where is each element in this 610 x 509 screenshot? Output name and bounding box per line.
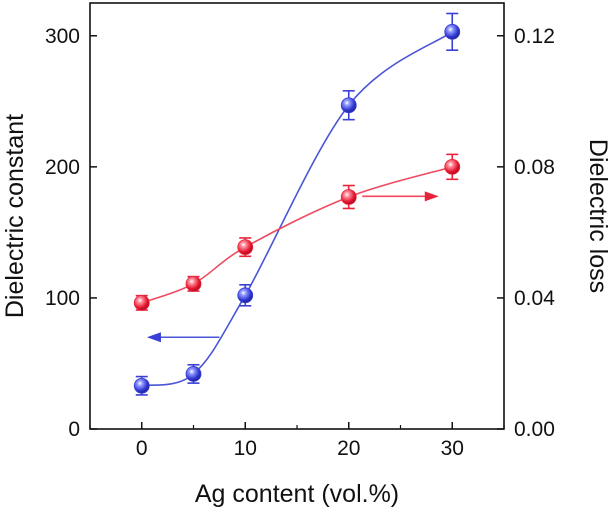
dielectric-loss-arrow-head xyxy=(424,191,439,202)
x-tick-label: 30 xyxy=(441,437,464,460)
dielectric-constant-point xyxy=(133,377,150,394)
y-left-tick-label: 300 xyxy=(45,25,80,48)
dielectric-constant-curve xyxy=(141,31,453,387)
y-left-tick-label: 0 xyxy=(68,418,80,441)
dielectric-loss-point xyxy=(444,158,461,175)
y-right-tick-label: 0.12 xyxy=(514,25,555,48)
dielectric-loss-point xyxy=(185,275,202,292)
y-right-tick-label: 0.08 xyxy=(514,156,555,179)
y-right-axis-title: Dielectric loss xyxy=(584,139,610,293)
dielectric-constant-point xyxy=(444,23,461,40)
y-left-axis-title: Dielectric constant xyxy=(1,114,29,318)
x-tick-label: 20 xyxy=(337,437,360,460)
y-left-tick-label: 200 xyxy=(45,156,80,179)
y-right-tick-label: 0.04 xyxy=(514,287,555,310)
dielectric-loss-point xyxy=(133,294,150,311)
dielectric-loss-point xyxy=(340,189,357,205)
y-right-tick-label: 0.00 xyxy=(514,418,555,441)
dielectric-loss-curve xyxy=(141,166,453,304)
dielectric-constant-point xyxy=(340,97,357,114)
dielectric-loss-point xyxy=(237,239,254,256)
plot-frame xyxy=(89,2,505,430)
dielectric-constant-point xyxy=(185,366,202,382)
dielectric-constant-arrow-head xyxy=(146,332,161,343)
x-tick-label: 0 xyxy=(136,437,148,460)
x-tick-label: 10 xyxy=(234,437,257,460)
x-axis-title: Ag content (vol.%) xyxy=(195,480,399,508)
y-left-tick-label: 100 xyxy=(45,287,80,310)
dielectric-constant-point xyxy=(237,287,254,304)
